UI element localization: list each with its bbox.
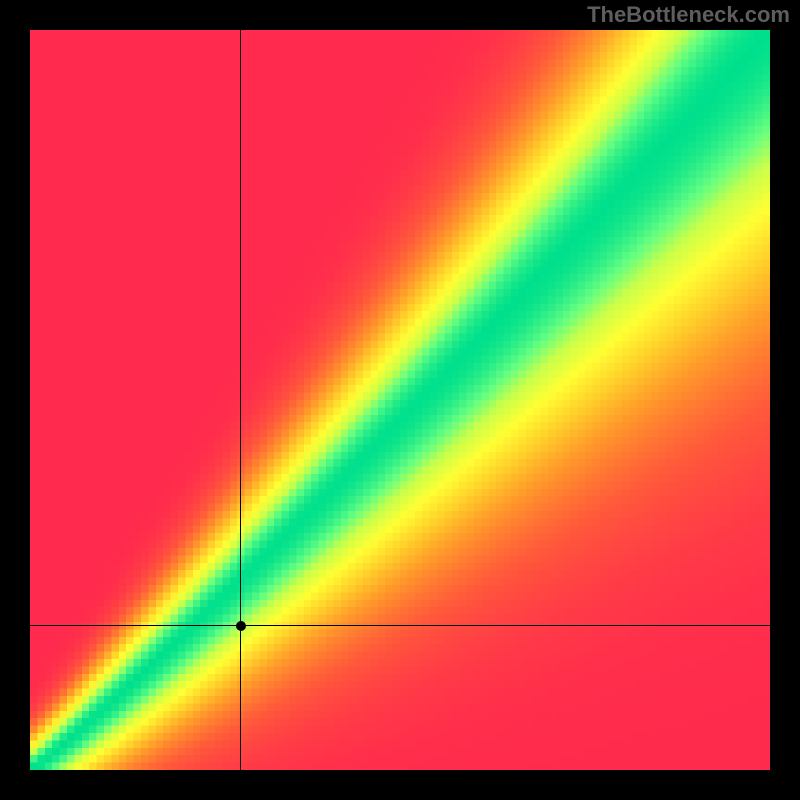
crosshair-marker xyxy=(236,621,246,631)
plot-area xyxy=(30,30,770,770)
crosshair-horizontal xyxy=(30,625,770,626)
crosshair-vertical xyxy=(240,30,241,770)
watermark-text: TheBottleneck.com xyxy=(587,2,790,28)
heatmap-canvas xyxy=(30,30,770,770)
